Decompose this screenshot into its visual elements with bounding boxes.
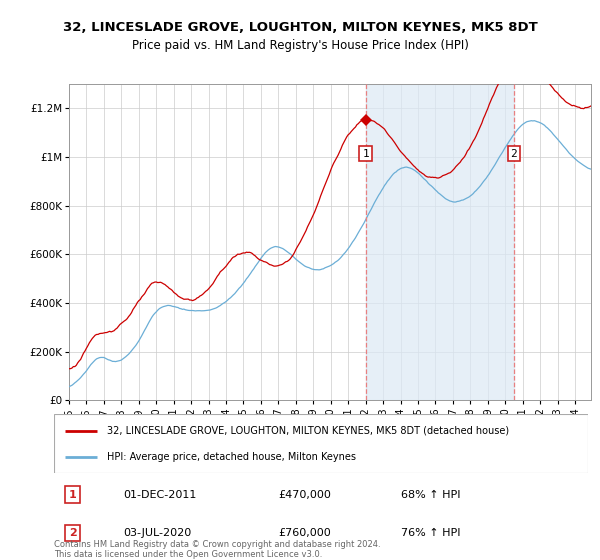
Text: 32, LINCESLADE GROVE, LOUGHTON, MILTON KEYNES, MK5 8DT: 32, LINCESLADE GROVE, LOUGHTON, MILTON K…	[62, 21, 538, 34]
Text: HPI: Average price, detached house, Milton Keynes: HPI: Average price, detached house, Milt…	[107, 452, 356, 462]
Text: 01-DEC-2011: 01-DEC-2011	[124, 489, 197, 500]
Text: £470,000: £470,000	[278, 489, 331, 500]
Text: £760,000: £760,000	[278, 528, 331, 538]
Text: 2: 2	[511, 148, 517, 158]
Text: Price paid vs. HM Land Registry's House Price Index (HPI): Price paid vs. HM Land Registry's House …	[131, 39, 469, 52]
Text: 1: 1	[362, 148, 369, 158]
Text: 68% ↑ HPI: 68% ↑ HPI	[401, 489, 461, 500]
FancyBboxPatch shape	[54, 414, 588, 473]
Text: 32, LINCESLADE GROVE, LOUGHTON, MILTON KEYNES, MK5 8DT (detached house): 32, LINCESLADE GROVE, LOUGHTON, MILTON K…	[107, 426, 509, 436]
Text: 1: 1	[69, 489, 77, 500]
Bar	[365, 84, 514, 400]
Text: 03-JUL-2020: 03-JUL-2020	[124, 528, 191, 538]
Text: 76% ↑ HPI: 76% ↑ HPI	[401, 528, 461, 538]
Text: 2: 2	[69, 528, 77, 538]
Text: Contains HM Land Registry data © Crown copyright and database right 2024.
This d: Contains HM Land Registry data © Crown c…	[54, 540, 380, 559]
